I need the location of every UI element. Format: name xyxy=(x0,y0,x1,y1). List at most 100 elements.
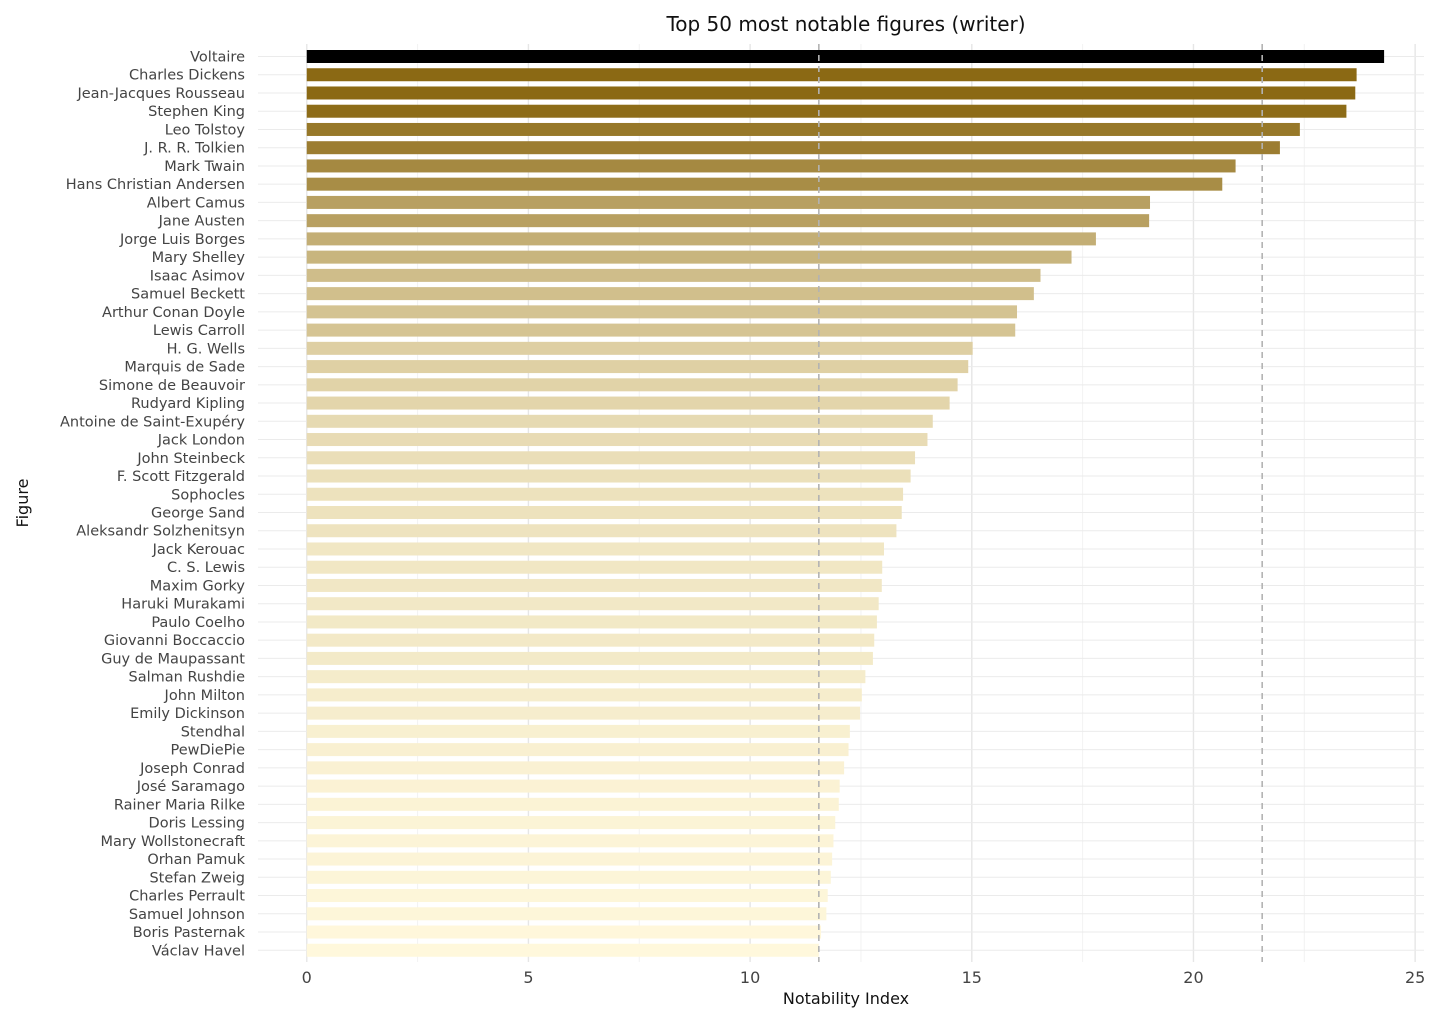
bar xyxy=(306,779,840,793)
bar xyxy=(306,214,1150,228)
bar xyxy=(306,688,862,702)
reference-lines xyxy=(818,44,1263,962)
y-tick-label: Rainer Maria Rilke xyxy=(114,797,245,813)
bar xyxy=(306,633,875,647)
y-tick-labels: Voltaire Charles Dickens Jean-Jacques Rous… xyxy=(60,50,246,960)
y-tick-label: Marquis de Sade xyxy=(124,360,245,376)
y-tick-label: Boris Pasternak xyxy=(133,925,246,941)
bar xyxy=(306,360,969,374)
bar xyxy=(306,578,882,592)
bar xyxy=(306,889,828,903)
y-tick-label: Orhan Pamuk xyxy=(147,852,245,868)
y-tick-label: John Steinbeck xyxy=(136,451,245,467)
y-tick-label: Charles Dickens xyxy=(129,68,245,84)
bar xyxy=(306,670,866,684)
chart-title: Top 50 most notable figures (writer) xyxy=(666,12,1026,36)
bar xyxy=(306,615,877,629)
y-tick-label: Samuel Beckett xyxy=(131,287,245,303)
y-tick-label: Hans Christian Andersen xyxy=(66,177,245,193)
y-tick-label: Mary Wollstonecraft xyxy=(100,834,245,850)
bar xyxy=(306,396,950,410)
bar xyxy=(306,542,885,556)
y-axis-title: Figure xyxy=(13,479,32,528)
y-tick-label: José Saramago xyxy=(136,779,245,795)
bar xyxy=(306,651,873,665)
y-tick-label: Joseph Conrad xyxy=(139,761,245,777)
y-tick-label: Guy de Maupassant xyxy=(101,651,245,667)
bar xyxy=(306,870,831,884)
y-tick-label: Maxim Gorky xyxy=(150,578,246,594)
x-tick-label: 15 xyxy=(962,968,982,987)
bar xyxy=(306,305,1018,319)
bar xyxy=(306,378,958,392)
y-tick-label: Paulo Coelho xyxy=(151,615,245,631)
bar xyxy=(306,487,904,501)
bar xyxy=(306,50,1385,63)
bar xyxy=(306,232,1096,246)
bar xyxy=(306,560,883,574)
y-tick-label: F. Scott Fitzgerald xyxy=(117,469,245,485)
bar xyxy=(306,524,897,538)
y-tick-label: Aleksandr Solzhenitsyn xyxy=(76,524,245,540)
bar xyxy=(306,323,1016,337)
y-tick-label: C. S. Lewis xyxy=(167,560,245,576)
bar xyxy=(306,287,1034,301)
x-tick-label: 5 xyxy=(523,968,533,987)
bar xyxy=(306,907,827,921)
y-tick-label: Giovanni Boccaccio xyxy=(104,633,245,649)
bar xyxy=(306,159,1236,173)
bar xyxy=(306,506,902,519)
y-tick-label: Samuel Johnson xyxy=(129,907,245,923)
bar xyxy=(306,122,1300,136)
y-tick-label: Stephen King xyxy=(148,104,245,120)
x-tick-label: 25 xyxy=(1405,968,1425,987)
y-tick-label: Albert Camus xyxy=(147,195,245,211)
bar xyxy=(306,597,879,611)
y-tick-label: Emily Dickinson xyxy=(130,706,245,722)
y-tick-label: Salman Rushdie xyxy=(129,670,246,686)
y-tick-label: Leo Tolstoy xyxy=(165,122,246,138)
x-tick-labels: 0 5 10 15 20 25 xyxy=(302,968,1426,987)
y-tick-label: Sophocles xyxy=(171,487,245,503)
bar xyxy=(306,177,1223,191)
x-tick-label: 0 xyxy=(302,968,312,987)
bar xyxy=(306,743,849,757)
x-tick-label: 20 xyxy=(1183,968,1203,987)
bar xyxy=(306,925,822,939)
bar xyxy=(306,816,836,830)
bar xyxy=(306,724,850,738)
y-tick-label: H. G. Wells xyxy=(167,341,245,357)
y-tick-label: Stefan Zweig xyxy=(149,870,245,886)
y-tick-label: Stendhal xyxy=(181,724,245,740)
x-tick-label: 10 xyxy=(740,968,760,987)
x-axis-title: Notability Index xyxy=(783,989,909,1008)
bar xyxy=(306,433,928,447)
bar xyxy=(306,943,819,957)
y-tick-label: Isaac Asimov xyxy=(150,268,246,284)
y-tick-label: PewDiePie xyxy=(171,743,246,759)
bar xyxy=(306,250,1072,264)
y-tick-label: John Milton xyxy=(164,688,245,704)
y-tick-label: Jean-Jacques Rousseau xyxy=(76,86,245,102)
bar xyxy=(306,104,1347,118)
bar xyxy=(306,761,845,775)
bar xyxy=(306,834,834,848)
bar xyxy=(306,68,1357,82)
bar-layer xyxy=(306,50,1385,957)
y-tick-label: Charles Perrault xyxy=(129,889,245,905)
y-tick-label: Voltaire xyxy=(190,50,245,66)
y-tick-label: George Sand xyxy=(151,506,245,522)
y-tick-label: Lewis Carroll xyxy=(153,323,245,339)
bar xyxy=(306,268,1041,282)
y-tick-label: Mark Twain xyxy=(164,159,245,175)
bar xyxy=(306,797,839,811)
bar xyxy=(306,141,1280,155)
bar xyxy=(306,195,1151,209)
bar xyxy=(306,451,916,465)
y-tick-label: Haruki Murakami xyxy=(121,597,245,613)
bar xyxy=(306,852,833,866)
y-tick-label: Jorge Luis Borges xyxy=(119,232,245,248)
y-tick-label: Arthur Conan Doyle xyxy=(102,305,245,321)
y-tick-label: Jack Kerouac xyxy=(152,542,245,558)
bar xyxy=(306,414,933,428)
